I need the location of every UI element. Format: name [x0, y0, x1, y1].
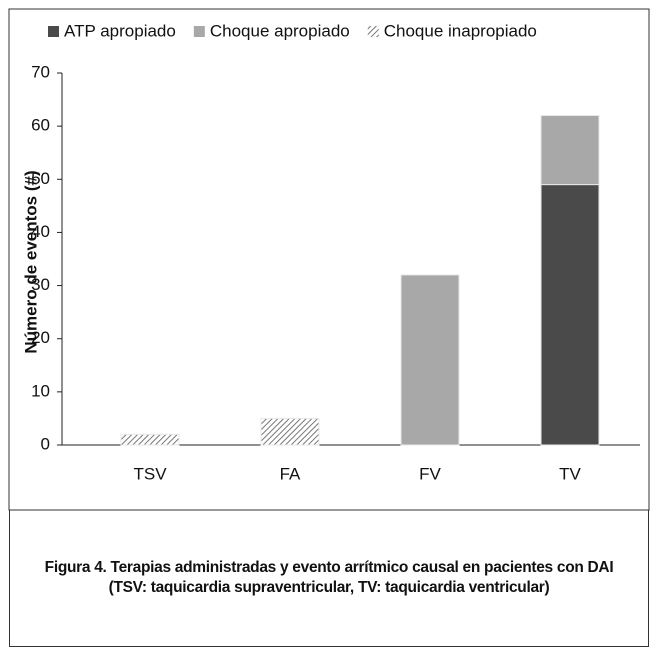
y-tick-label: 70 [31, 62, 50, 81]
legend-label: ATP apropiado [64, 21, 176, 40]
bar-segment [120, 433, 180, 446]
x-tick-label: FA [280, 464, 301, 483]
chart: Número de eventos (#) 0 10 20 30 40 50 60 70 TSV… [8, 8, 650, 511]
bar-segment [540, 115, 600, 186]
legend-marker [48, 26, 59, 37]
y-tick-label: 60 [31, 116, 50, 135]
x-tick-label: TSV [133, 464, 167, 483]
y-tick-label: 50 [31, 169, 50, 188]
y-tick-label: 0 [41, 434, 50, 453]
y-tick-label: 40 [31, 222, 50, 241]
legend-marker [193, 26, 205, 37]
x-tick-label: FV [419, 464, 441, 483]
caption: Figura 4. Terapias administradas y event… [9, 510, 649, 647]
legend-label: Choque apropiado [210, 21, 350, 40]
bar-segment [400, 274, 460, 446]
x-tick-label: TV [559, 464, 581, 483]
legend-label: Choque inapropiado [384, 21, 537, 40]
legend-marker [367, 26, 379, 37]
y-tick-label: 30 [31, 275, 50, 294]
bar-segment [260, 417, 320, 446]
y-tick-label: 20 [31, 328, 50, 347]
bar-segment [540, 184, 600, 446]
chart-frame [8, 8, 650, 511]
y-axis-label: Número de eventos (#) [21, 170, 40, 353]
y-tick-label: 10 [31, 381, 50, 400]
